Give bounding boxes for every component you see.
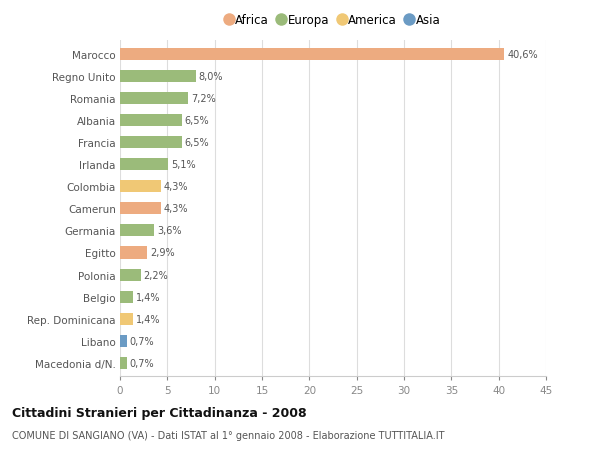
Text: 5,1%: 5,1% — [171, 160, 196, 170]
Text: COMUNE DI SANGIANO (VA) - Dati ISTAT al 1° gennaio 2008 - Elaborazione TUTTITALI: COMUNE DI SANGIANO (VA) - Dati ISTAT al … — [12, 431, 445, 441]
Text: 3,6%: 3,6% — [157, 226, 181, 236]
Text: 2,2%: 2,2% — [143, 270, 169, 280]
Text: 7,2%: 7,2% — [191, 94, 216, 104]
Text: 8,0%: 8,0% — [199, 72, 223, 82]
Text: 1,4%: 1,4% — [136, 292, 161, 302]
Bar — [120, 335, 127, 347]
Bar — [120, 291, 133, 303]
Bar — [120, 137, 182, 149]
Text: 1,4%: 1,4% — [136, 314, 161, 324]
Text: 6,5%: 6,5% — [184, 116, 209, 126]
Bar — [120, 71, 196, 83]
Bar — [120, 159, 168, 171]
Bar — [120, 225, 154, 237]
Bar — [120, 93, 188, 105]
Bar — [120, 203, 161, 215]
Text: 40,6%: 40,6% — [507, 50, 538, 60]
Bar — [120, 269, 141, 281]
Bar — [120, 49, 505, 61]
Text: 6,5%: 6,5% — [184, 138, 209, 148]
Bar — [120, 247, 148, 259]
Text: 4,3%: 4,3% — [164, 204, 188, 214]
Text: Cittadini Stranieri per Cittadinanza - 2008: Cittadini Stranieri per Cittadinanza - 2… — [12, 406, 307, 419]
Text: 0,7%: 0,7% — [130, 358, 154, 368]
Bar — [120, 115, 182, 127]
Bar — [120, 313, 133, 325]
Legend: Africa, Europa, America, Asia: Africa, Europa, America, Asia — [226, 14, 440, 27]
Bar — [120, 181, 161, 193]
Bar — [120, 357, 127, 369]
Text: 2,9%: 2,9% — [150, 248, 175, 258]
Text: 0,7%: 0,7% — [130, 336, 154, 346]
Text: 4,3%: 4,3% — [164, 182, 188, 192]
